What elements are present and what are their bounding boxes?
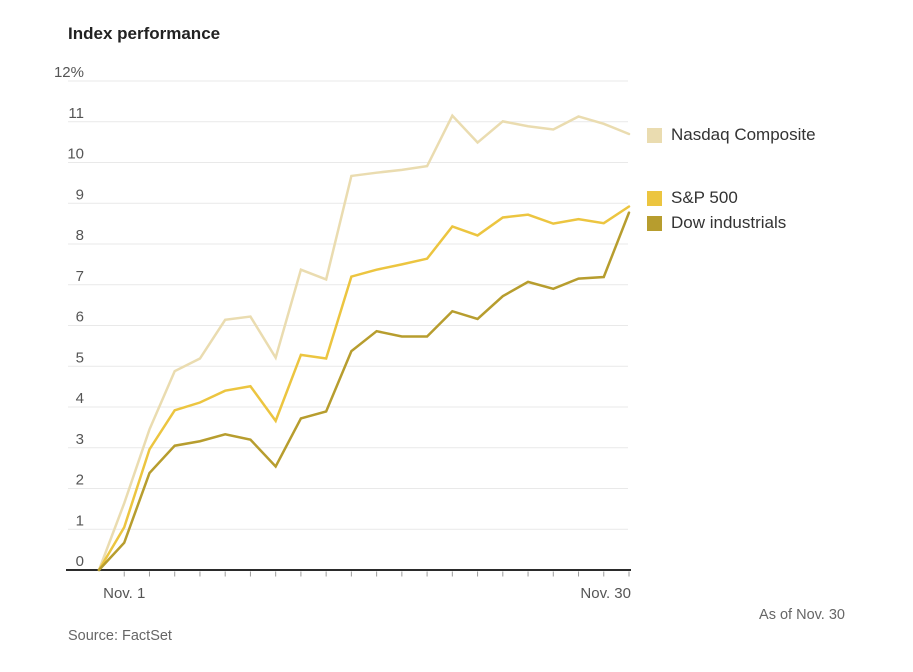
as-of-note: As of Nov. 30 — [759, 607, 845, 623]
y-axis-label: 10 — [67, 146, 84, 163]
y-axis-label: 4 — [76, 390, 84, 407]
legend-swatch-nasdaq-icon — [647, 127, 662, 143]
legend-label-nasdaq: Nasdaq Composite — [671, 125, 816, 144]
y-axis-label: 11 — [68, 105, 84, 122]
legend-item-nasdaq: Nasdaq Composite — [647, 125, 816, 145]
y-axis-label: 6 — [76, 309, 84, 326]
y-axis-label: 1 — [76, 512, 84, 529]
y-axis-label: 7 — [76, 268, 84, 285]
series-line-nasdaq-composite — [97, 113, 631, 572]
series-line-s-p-500 — [97, 205, 631, 572]
y-axis-label: 2 — [76, 472, 84, 489]
legend-label-sp500: S&P 500 — [671, 188, 738, 207]
y-axis-label: 8 — [76, 227, 84, 244]
y-axis-label: 3 — [76, 431, 84, 448]
y-axis-label: 0 — [76, 553, 84, 570]
y-axis-label: 5 — [76, 349, 84, 366]
y-axis-label: 9 — [76, 186, 84, 203]
chart-title: Index performance — [68, 24, 221, 43]
x-axis-label-first: Nov. 1 — [103, 585, 145, 602]
legend-item-dow: Dow industrials — [647, 213, 786, 233]
series-line-dow-industrials — [97, 211, 631, 572]
legend-label-dow: Dow industrials — [671, 213, 787, 232]
y-axis-label: 12% — [54, 64, 84, 81]
legend-swatch-dow-icon — [647, 215, 662, 231]
source-note: Source: FactSet — [68, 628, 172, 644]
legend-swatch-sp500-icon — [647, 190, 662, 206]
x-axis-label-last: Nov. 30 — [580, 585, 631, 602]
legend-item-sp500: S&P 500 — [647, 188, 738, 208]
